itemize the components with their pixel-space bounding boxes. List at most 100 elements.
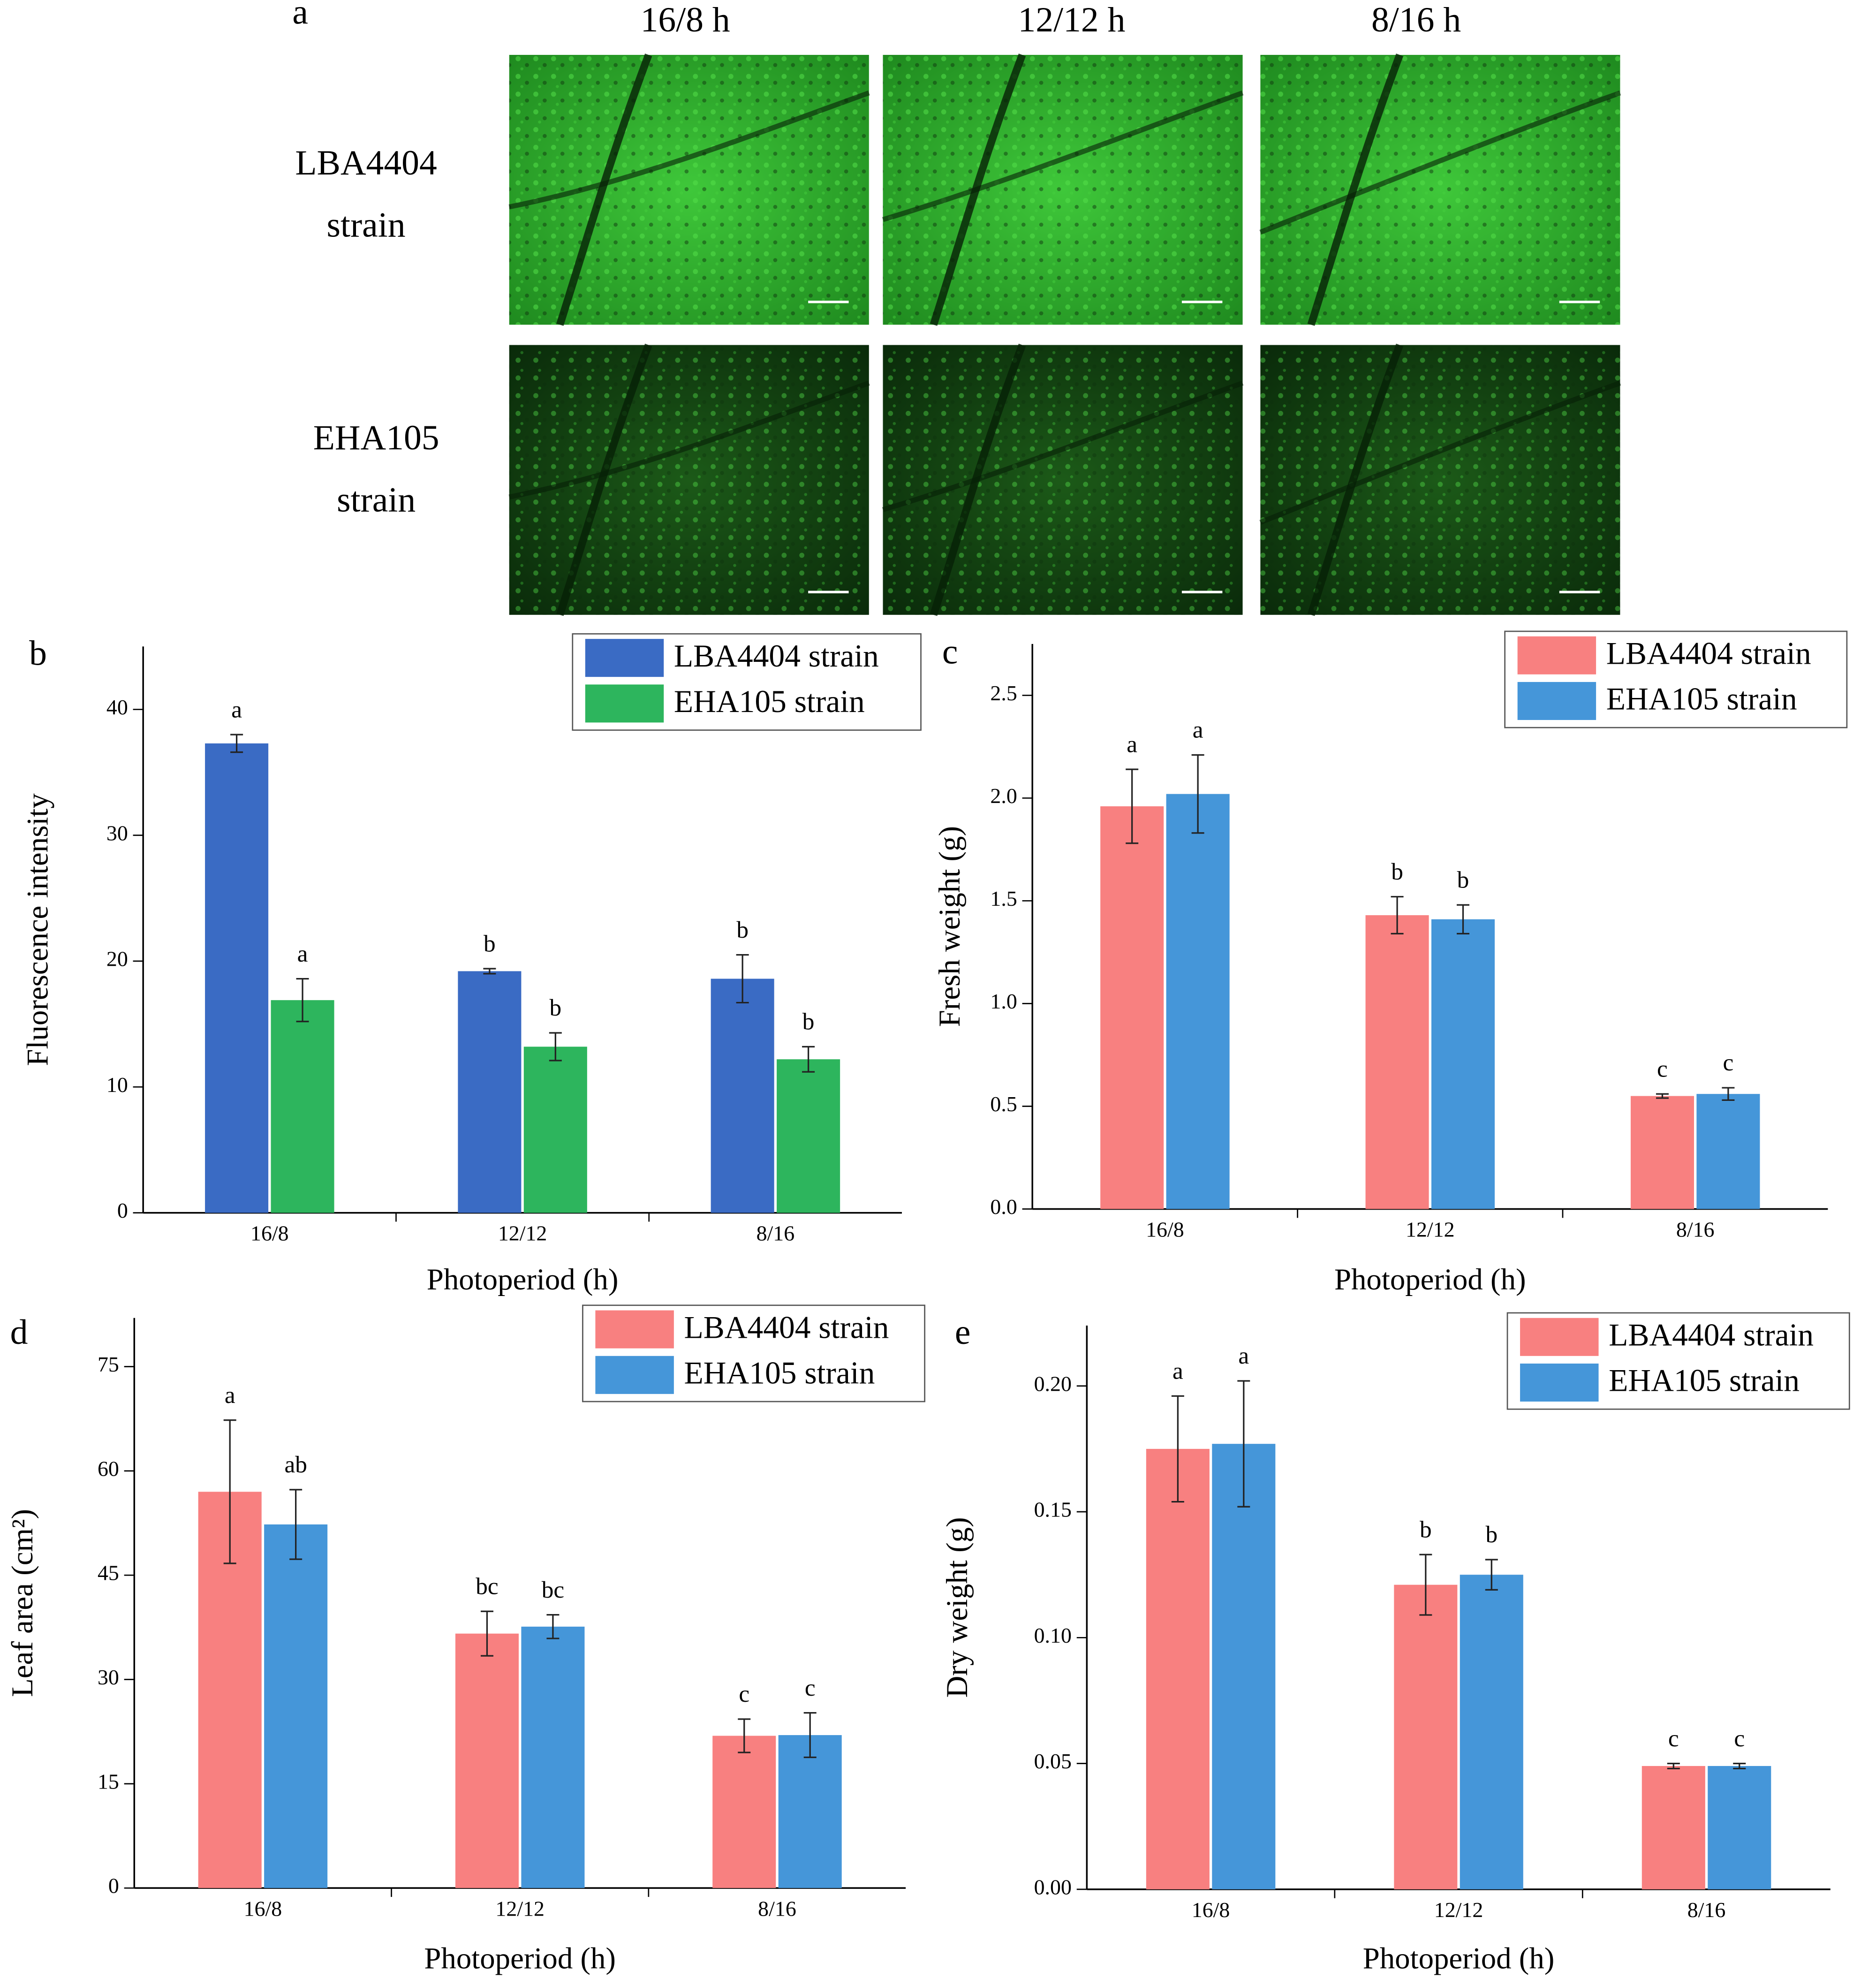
significance-letter: c — [739, 1681, 749, 1707]
bar — [458, 971, 522, 1213]
legend-label: EHA105 strain — [674, 684, 865, 719]
significance-letter: c — [1723, 1049, 1734, 1076]
significance-letter: c — [1668, 1725, 1679, 1752]
significance-letter: b — [1485, 1521, 1498, 1548]
error-bar — [230, 734, 243, 753]
x-tick-label: 12/12 — [1434, 1898, 1483, 1922]
row-header: strain — [327, 205, 406, 244]
legend-swatch — [585, 639, 664, 677]
x-axis-label: Photoperiod (h) — [1334, 1263, 1526, 1296]
y-axis-label: Leaf area (cm²) — [6, 1509, 39, 1697]
chart: b 0 10 20 30 40 Fluorescence intensity Photoper… — [21, 633, 922, 1296]
micrograph-texture — [1260, 345, 1620, 615]
legend-label: LBA4404 strain — [1609, 1317, 1814, 1352]
error-bar — [738, 1718, 751, 1753]
chart: d 0 15 30 45 60 75 Leaf area (cm²) Photoperiod (… — [6, 1304, 925, 1976]
error-bar — [549, 1032, 562, 1061]
y-axis-label: Fluorescence intensity — [21, 793, 54, 1066]
panel-label: c — [942, 633, 958, 672]
panel-label: a — [292, 0, 308, 32]
micrograph-texture — [883, 345, 1243, 615]
column-header: 12/12 h — [1018, 0, 1125, 39]
row-header: EHA105 — [313, 418, 439, 457]
bar — [1708, 1766, 1771, 1889]
x-tick-label: 16/8 — [1192, 1898, 1230, 1922]
legend-label: LBA4404 strain — [684, 1310, 889, 1345]
legend-label: LBA4404 strain — [674, 638, 879, 674]
legend-label: EHA105 strain — [684, 1356, 875, 1391]
error-bar — [223, 1419, 236, 1564]
bar — [1642, 1766, 1705, 1889]
error-bar — [296, 978, 309, 1023]
significance-letter: c — [1734, 1725, 1745, 1752]
bar — [521, 1626, 585, 1888]
column-header: 8/16 h — [1371, 0, 1461, 39]
x-tick-label: 8/16 — [758, 1896, 796, 1920]
y-tick-label: 0.0 — [990, 1195, 1017, 1219]
x-axis-label: Photoperiod (h) — [424, 1942, 616, 1976]
y-tick-label: 2.5 — [990, 681, 1017, 705]
leaf-vein — [508, 380, 870, 500]
significance-letter: b — [736, 917, 749, 943]
y-tick-label: 2.0 — [990, 784, 1017, 808]
y-tick-label: 75 — [98, 1352, 119, 1376]
bar — [205, 743, 269, 1213]
significance-letter: a — [1172, 1357, 1183, 1384]
significance-letter: bc — [476, 1573, 498, 1599]
legend-swatch — [585, 684, 664, 723]
legend-label: EHA105 strain — [1609, 1363, 1800, 1398]
x-tick-label: 8/16 — [1687, 1898, 1726, 1922]
bar — [264, 1524, 328, 1888]
error-bar — [1126, 768, 1139, 844]
bar — [712, 1736, 776, 1888]
x-axis-label: Photoperiod (h) — [427, 1263, 619, 1296]
y-tick-label: 45 — [98, 1561, 119, 1585]
legend-swatch — [1517, 682, 1596, 720]
significance-letter: c — [805, 1675, 816, 1701]
significance-letter: b — [550, 994, 562, 1021]
x-tick-label: 12/12 — [495, 1896, 545, 1920]
significance-letter: b — [1391, 858, 1403, 885]
bar — [1394, 1584, 1458, 1889]
leaf-vein — [1259, 90, 1621, 235]
bar — [1212, 1444, 1276, 1889]
error-bar — [480, 1610, 493, 1657]
leaf-vein — [882, 90, 1244, 222]
bar — [455, 1633, 519, 1888]
error-bar — [1191, 754, 1204, 834]
y-tick-label: 0.5 — [990, 1092, 1017, 1116]
micrograph-texture — [509, 55, 869, 325]
y-tick-label: 60 — [98, 1456, 119, 1480]
x-tick-label: 16/8 — [1146, 1218, 1184, 1242]
error-bar — [1722, 1087, 1735, 1101]
leaf-vein — [930, 53, 1026, 326]
significance-letter: a — [297, 940, 308, 967]
significance-letter: a — [225, 1382, 235, 1409]
bar — [1166, 794, 1230, 1209]
bar — [1460, 1575, 1523, 1889]
significance-letter: ab — [284, 1451, 307, 1478]
y-tick-label: 1.5 — [990, 887, 1017, 910]
legend-swatch — [1520, 1318, 1599, 1356]
y-tick-label: 0 — [108, 1874, 119, 1898]
y-tick-label: 0.00 — [1034, 1875, 1072, 1899]
significance-letter: b — [1457, 866, 1469, 893]
error-bar — [802, 1046, 815, 1073]
significance-letter: a — [1127, 731, 1137, 758]
x-tick-label: 16/8 — [250, 1221, 289, 1245]
bar — [1630, 1096, 1694, 1209]
y-tick-label: 20 — [106, 947, 128, 971]
leaf-vein — [556, 53, 652, 326]
error-bar — [483, 968, 496, 975]
y-axis-label: Fresh weight (g) — [933, 826, 967, 1027]
error-bar — [289, 1489, 303, 1560]
y-tick-label: 0 — [117, 1198, 128, 1222]
bar — [1431, 919, 1495, 1209]
leaf-vein — [1259, 380, 1621, 525]
significance-letter: b — [1420, 1516, 1432, 1543]
row-header: strain — [337, 480, 416, 519]
error-bar — [1667, 1762, 1680, 1769]
y-tick-label: 15 — [98, 1769, 119, 1793]
